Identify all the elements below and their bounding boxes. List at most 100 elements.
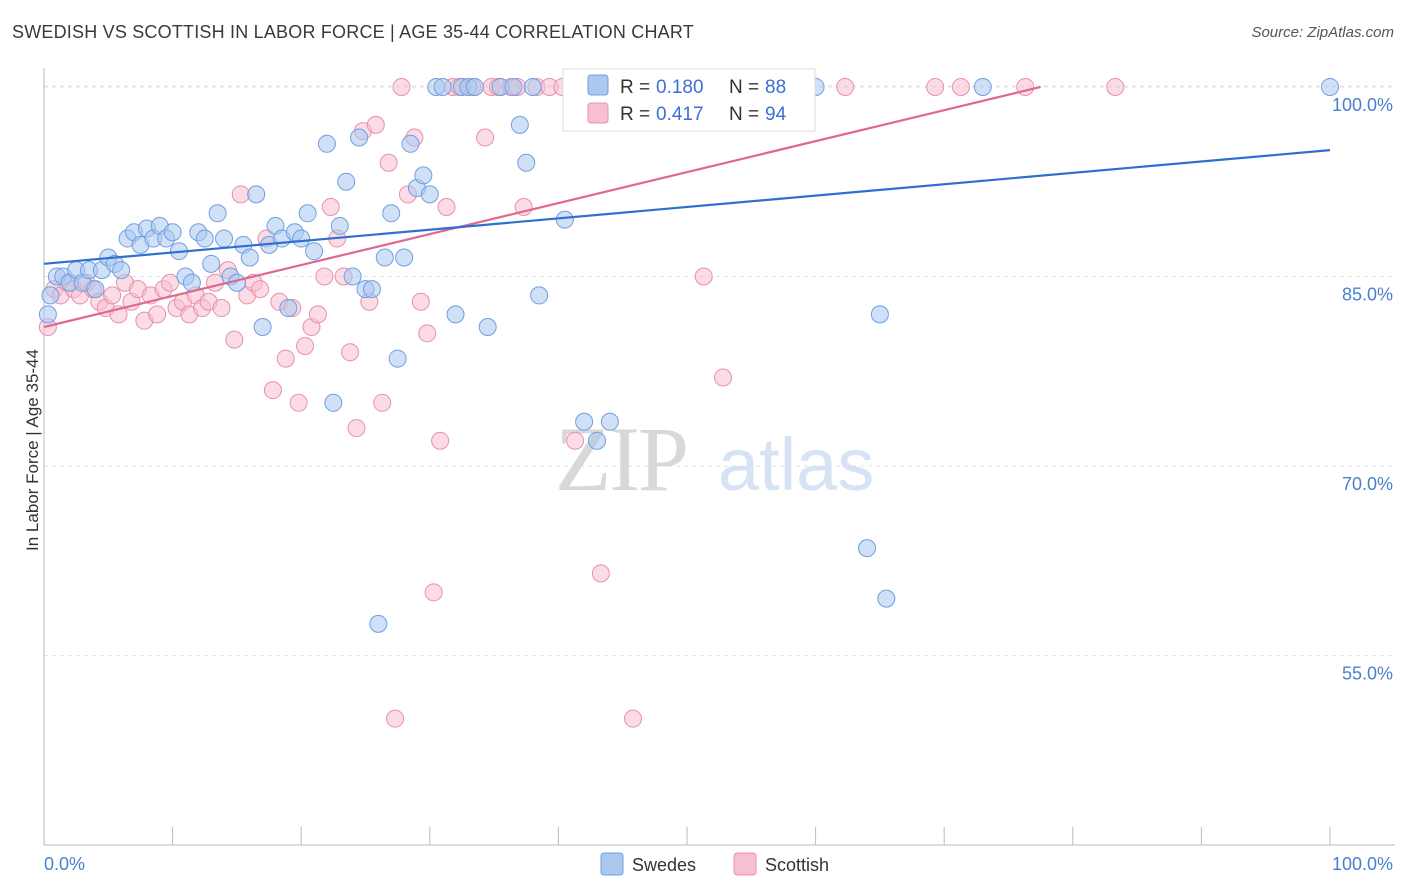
legend-swedes-n-label: N = [729,77,759,98]
swedes-point [973,77,992,96]
scottish-point [418,324,437,343]
swedes-point [600,412,619,431]
swedes-legend-label: Swedes [632,855,696,875]
swedes-point [433,77,452,96]
legend-swedes-r-label: R = [620,77,650,98]
legend-swedes-r-value: 0.180 [656,77,704,98]
scottish-trend-line [43,85,1041,329]
swedes-point [388,349,407,368]
x-tick-label-max: 100.0% [1332,854,1393,874]
swedes-point [870,305,889,324]
swedes-point [587,431,606,450]
swedes-point [305,242,324,261]
scottish-point [694,267,713,286]
swedes-point [38,305,57,324]
legend-swedes-n-value: 88 [765,77,786,98]
tick-labels: 55.0% 70.0% 85.0% 100.0% 0.0% 100.0% [44,95,1393,874]
scottish-point [1106,77,1125,96]
swedes-point [292,229,311,248]
legend-swedes-swatch [587,74,609,96]
swedes-point [337,172,356,191]
swedes-point [350,128,369,147]
swedes-point [240,248,259,267]
scottish-point [308,305,327,324]
scottish-point [161,273,180,292]
y-tick-label: 85.0% [1342,284,1393,304]
swedes-point [215,229,234,248]
swedes-trend-line [43,149,1331,265]
y-tick-label: 55.0% [1342,663,1393,683]
scottish-point [424,583,443,602]
swedes-point [395,248,414,267]
swedes-point [575,412,594,431]
swedes-point [375,248,394,267]
scottish-point [276,349,295,368]
scottish-point [103,286,122,305]
swedes-point [247,185,266,204]
swedes-point [279,299,298,318]
scottish-point [392,77,411,96]
swedes-point [253,318,272,336]
scottish-legend-label: Scottish [765,855,829,875]
legend-scottish-n-value: 94 [765,104,787,125]
swedes-point [446,305,465,324]
watermark-zip: ZIP [555,408,687,510]
swedes-point [465,77,484,96]
swedes-point [195,229,214,248]
swedes-point [208,204,227,223]
swedes-point [86,280,105,299]
y-tick-label: 100.0% [1332,95,1393,115]
swedes-point [877,589,896,608]
swedes-point [330,216,349,235]
swedes-point [382,204,401,223]
scottish-point [437,197,456,216]
swedes-point [523,77,542,96]
scottish-point [623,709,642,728]
x-tick-label-min: 0.0% [44,854,85,874]
swedes-point [555,210,574,229]
scottish-point [373,393,392,412]
legend-scottish-r-value: 0.417 [656,104,704,125]
scottish-point [926,77,945,96]
scottish-point [431,431,450,450]
scottish-point [836,77,855,96]
scottish-point [714,368,733,387]
swedes-point [182,273,201,292]
swedes-point [517,153,536,172]
swedes-point [1321,77,1339,96]
swedes-point [163,223,182,242]
scottish-point [148,305,167,324]
scottish-points [38,77,1125,728]
scottish-point [296,336,315,355]
legend-scottish-n-label: N = [729,104,759,125]
swedes-legend-swatch [600,852,624,876]
scottish-point [366,115,385,134]
swedes-point [414,166,433,185]
swedes-point [401,134,420,153]
watermark-atlas: atlas [718,423,874,506]
scottish-point [591,564,610,583]
scottish-point [951,77,970,96]
legend-scottish-r-label: R = [620,104,650,125]
scottish-point [206,273,225,292]
scottish-point [321,197,340,216]
scottish-point [386,709,405,728]
source-credit: Source: ZipAtlas.com [1251,24,1394,41]
swedes-point [112,261,131,280]
swedes-point [41,286,60,305]
swedes-point [858,539,877,558]
scottish-point [411,292,430,311]
axes [43,68,1395,846]
scottish-point [263,381,282,400]
chart-title: SWEDISH VS SCOTTISH IN LABOR FORCE | AGE… [12,22,694,42]
swedes-point [420,185,439,204]
swedes-point [504,77,523,96]
swedes-point [202,254,221,273]
scottish-point [212,299,231,318]
swedes-point [478,318,497,336]
swedes-point [362,280,381,299]
scottish-point [566,431,585,450]
y-tick-label: 70.0% [1342,474,1393,494]
scottish-point [341,343,360,362]
